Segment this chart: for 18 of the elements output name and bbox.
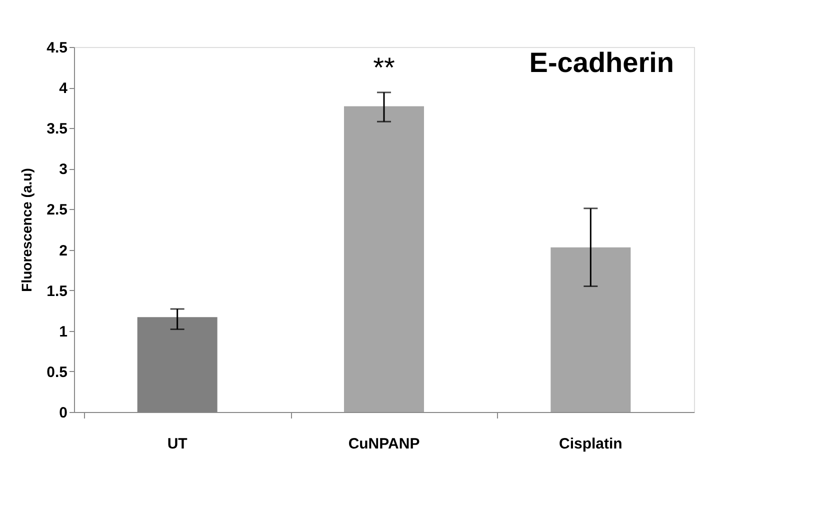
y-axis-title: Fluorescence (a.u): [18, 168, 35, 292]
x-tick-label: UT: [167, 436, 188, 452]
y-tick-label: 3: [59, 161, 68, 178]
annotation: **: [373, 52, 395, 83]
y-tick-label: 1: [59, 323, 68, 340]
y-tick-label: 4.5: [46, 40, 68, 56]
y-tick-label: 3.5: [46, 120, 68, 138]
y-tick-label: 4: [59, 80, 68, 98]
x-tick-label: CuNPANP: [348, 436, 420, 452]
bar: [344, 106, 424, 412]
chart-title: E-cadherin: [529, 47, 674, 78]
y-tick-label: 2.5: [46, 202, 68, 219]
x-tick-label: Cisplatin: [558, 436, 622, 452]
y-tick-label: 0: [59, 404, 68, 422]
bar: [550, 247, 631, 412]
y-tick-label: 2: [59, 242, 68, 260]
y-tick-label: 1.5: [46, 282, 68, 300]
y-tick-label: 0.5: [46, 364, 68, 381]
